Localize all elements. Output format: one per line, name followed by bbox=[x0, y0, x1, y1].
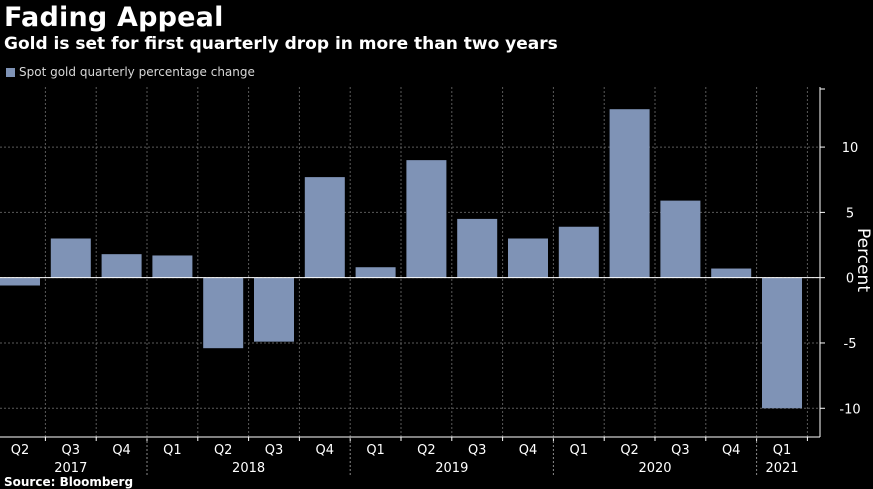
x-year-label: 2018 bbox=[232, 461, 265, 476]
x-tick-label: Q3 bbox=[468, 443, 487, 458]
bar bbox=[0, 277, 40, 286]
x-tick-label: Q2 bbox=[11, 443, 30, 458]
x-tick-label: Q3 bbox=[671, 443, 690, 458]
bar bbox=[508, 238, 548, 278]
x-year-label: 2021 bbox=[765, 461, 798, 476]
x-tick-label: Q2 bbox=[417, 443, 436, 458]
x-year-label: 2019 bbox=[435, 461, 468, 476]
x-tick-label: Q3 bbox=[265, 443, 284, 458]
bar bbox=[762, 277, 802, 409]
x-tick-label: Q4 bbox=[519, 443, 538, 458]
x-tick-label: Q2 bbox=[620, 443, 639, 458]
x-year-label: 2017 bbox=[54, 461, 87, 476]
bar bbox=[101, 254, 142, 278]
y-tick-label: 10 bbox=[842, 141, 859, 156]
x-tick-label: Q4 bbox=[316, 443, 335, 458]
bar bbox=[660, 200, 701, 278]
legend: Spot gold quarterly percentage change bbox=[6, 65, 255, 79]
bar bbox=[50, 238, 91, 278]
y-tick-label: 5 bbox=[846, 206, 854, 221]
bar bbox=[203, 277, 244, 349]
bar bbox=[609, 109, 650, 278]
y-tick-label: 0 bbox=[846, 272, 854, 287]
x-tick-label: Q4 bbox=[112, 443, 131, 458]
legend-label: Spot gold quarterly percentage change bbox=[19, 65, 255, 79]
x-tick-label: Q2 bbox=[214, 443, 233, 458]
bar bbox=[558, 226, 599, 278]
x-tick-label: Q1 bbox=[773, 443, 792, 458]
bar bbox=[711, 268, 752, 278]
y-axis-label: Percent bbox=[853, 228, 873, 292]
x-tick-label: Q3 bbox=[62, 443, 81, 458]
x-tick-label: Q4 bbox=[722, 443, 741, 458]
chart-title: Fading Appeal bbox=[4, 2, 224, 33]
y-tick-label: -10 bbox=[839, 402, 860, 417]
legend-swatch bbox=[6, 67, 15, 77]
x-tick-label: Q1 bbox=[366, 443, 385, 458]
x-tick-label: Q1 bbox=[570, 443, 589, 458]
x-year-label: 2020 bbox=[638, 461, 671, 476]
x-tick-label: Q1 bbox=[163, 443, 182, 458]
bar bbox=[254, 277, 294, 342]
chart-subtitle: Gold is set for first quarterly drop in … bbox=[4, 34, 558, 54]
bar bbox=[304, 177, 345, 278]
bar bbox=[355, 267, 396, 278]
bar bbox=[457, 218, 498, 278]
source-note: Source: Bloomberg bbox=[4, 475, 134, 489]
y-tick-label: -5 bbox=[844, 337, 857, 352]
bar bbox=[152, 255, 193, 278]
bar bbox=[406, 160, 447, 278]
